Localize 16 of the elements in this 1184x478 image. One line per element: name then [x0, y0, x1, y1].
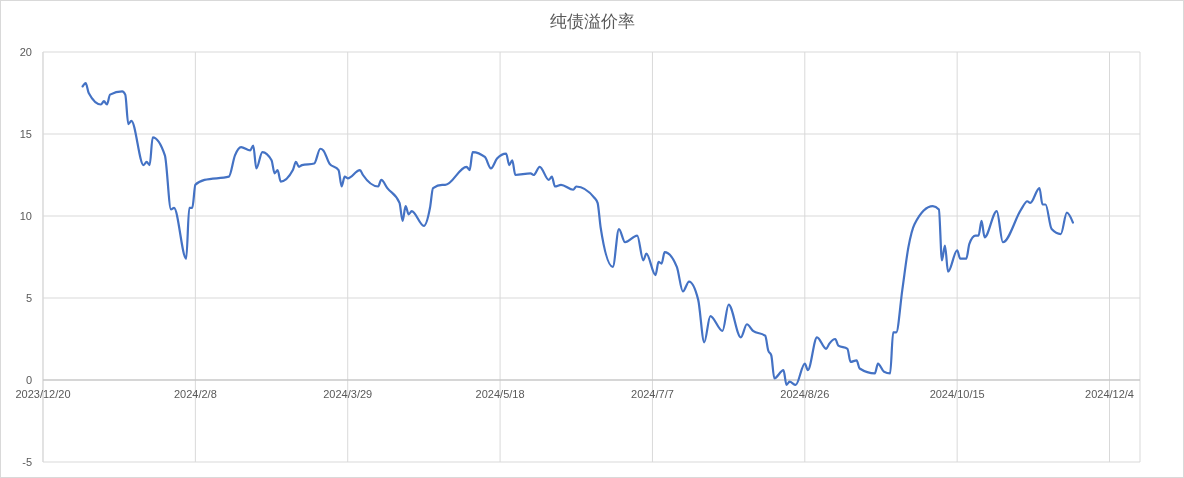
y-tick-label: 5	[25, 291, 32, 304]
x-tick-label: 2024/3/29	[323, 388, 373, 400]
line-series	[81, 82, 1075, 387]
x-tick-label: 2024/12/4	[1085, 388, 1134, 400]
x-tick-label: 2024/2/8	[173, 388, 217, 400]
y-tick-label: 0	[25, 373, 32, 386]
y-tick-label: 15	[19, 127, 32, 140]
y-tick-label: 20	[19, 45, 32, 58]
x-tick-label: 2024/5/18	[475, 388, 525, 400]
x-tick-label: 2024/8/26	[780, 388, 830, 400]
y-tick-label: -5	[22, 455, 32, 468]
x-tick-label: 2023/12/20	[15, 388, 71, 400]
chart-title: 纯债溢价率	[549, 11, 635, 31]
x-tick-label: 2024/10/15	[929, 388, 985, 400]
y-tick-label: 10	[19, 209, 32, 222]
x-tick-label: 2024/7/7	[631, 388, 674, 400]
